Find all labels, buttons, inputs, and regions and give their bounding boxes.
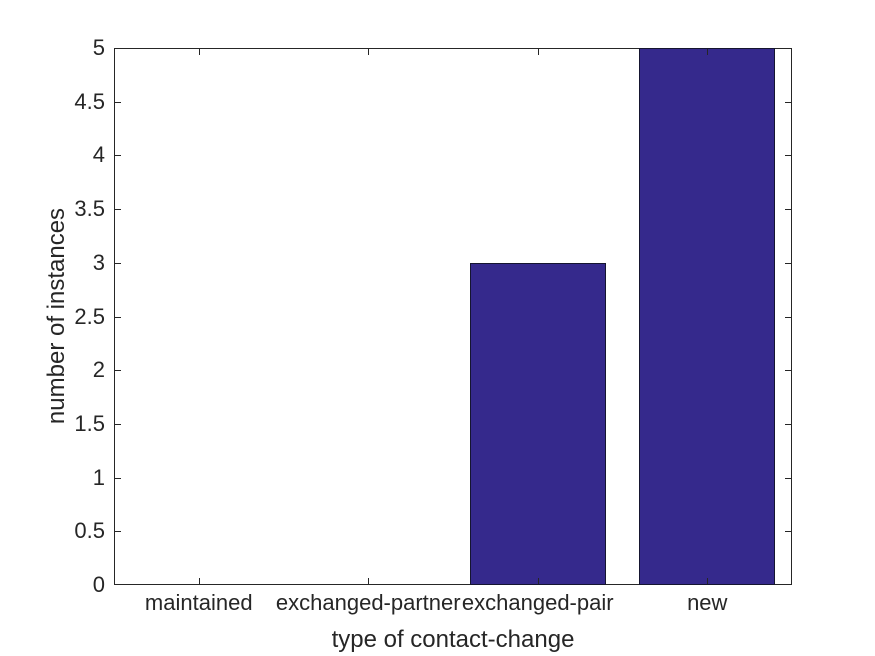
plot-area — [114, 48, 792, 585]
y-tick-label: 0 — [92, 572, 105, 597]
y-tick-label: 1 — [92, 464, 105, 490]
y-tick-label: 0.5 — [74, 518, 105, 544]
y-axis-label: number of instances — [43, 207, 70, 425]
y-tick-label: 4.5 — [74, 88, 105, 114]
x-axis-label: type of contact-change — [331, 626, 575, 653]
y-tick-label: 4 — [92, 142, 105, 168]
x-tick-label: maintained — [144, 590, 253, 615]
x-tick-label: exchanged-partner — [275, 590, 461, 615]
x-tick-label: new — [687, 590, 728, 615]
y-tick-label: 5 — [92, 35, 105, 60]
x-tick-label: exchanged-pair — [461, 590, 614, 615]
